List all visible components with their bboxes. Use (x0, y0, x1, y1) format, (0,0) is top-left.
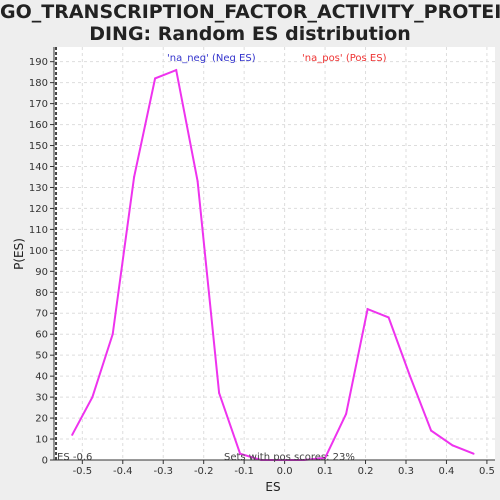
data-point (430, 429, 433, 432)
data-point (154, 77, 157, 80)
y-tick-label: 140 (29, 162, 48, 173)
x-axis-label: ES (265, 480, 280, 494)
x-axis-ticks: -0.5 -0.4 -0.3 -0.2 -0.1 0.0 0.1 0.2 0.3 0.4 0.5 (73, 460, 495, 477)
x-tick-label: -0.2 (194, 466, 214, 477)
es-marker-label: ES -0.6 (57, 452, 92, 463)
data-point (387, 316, 390, 319)
y-axis-label: P(ES) (12, 238, 26, 270)
grid-lines (54, 47, 495, 461)
x-tick-label: 0.5 (479, 466, 495, 477)
data-point (71, 433, 74, 436)
y-tick-label: 160 (29, 120, 48, 131)
data-point (133, 175, 136, 178)
data-point (111, 333, 114, 336)
data-point (239, 452, 242, 455)
plot-area (54, 47, 495, 460)
y-tick-label: 30 (35, 393, 48, 404)
data-point (218, 391, 221, 394)
data-point (324, 456, 327, 459)
y-tick-label: 60 (35, 330, 48, 341)
neg-es-label: 'na_neg' (Neg ES) (167, 53, 256, 64)
y-tick-label: 100 (29, 246, 48, 257)
y-tick-label: 150 (29, 141, 48, 152)
y-tick-label: 110 (29, 225, 48, 236)
y-tick-label: 70 (35, 309, 48, 320)
pos-es-label: 'na_pos' (Pos ES) (302, 53, 387, 64)
y-tick-label: 50 (35, 351, 48, 362)
y-tick-label: 40 (35, 372, 48, 383)
x-tick-label: -0.1 (234, 466, 254, 477)
y-tick-label: 180 (29, 78, 48, 89)
data-point (345, 412, 348, 415)
x-tick-label: -0.4 (113, 466, 133, 477)
y-tick-label: 170 (29, 99, 48, 110)
data-point (196, 180, 199, 183)
y-axis-ticks: 0 10 20 30 40 50 60 70 80 90 100 110 120 130 140 150 160… (29, 57, 54, 467)
x-tick-label: 0.1 (317, 466, 333, 477)
data-point (175, 69, 178, 72)
x-tick-label: -0.3 (153, 466, 173, 477)
data-point (91, 396, 94, 399)
data-point (366, 308, 369, 311)
data-point (451, 444, 454, 447)
x-tick-label: 0.3 (398, 466, 414, 477)
chart-title-line-1: GO_TRANSCRIPTION_FACTOR_ACTIVITY_PROTEIN… (0, 1, 500, 23)
data-point (472, 452, 475, 455)
x-tick-label: -0.5 (73, 466, 93, 477)
x-tick-label: 0.0 (277, 466, 293, 477)
y-tick-label: 80 (35, 288, 48, 299)
pos-scores-note: Sets with pos scores: 23% (224, 452, 355, 463)
y-tick-label: 0 (42, 456, 48, 467)
data-point (409, 375, 412, 378)
y-tick-label: 120 (29, 204, 48, 215)
y-tick-label: 130 (29, 183, 48, 194)
x-tick-label: 0.4 (438, 466, 454, 477)
x-tick-label: 0.2 (358, 466, 374, 477)
chart-title-line-2: DING: Random ES distribution (89, 23, 411, 45)
y-tick-label: 10 (35, 435, 48, 446)
y-tick-label: 20 (35, 414, 48, 425)
y-tick-label: 190 (29, 57, 48, 68)
y-tick-label: 90 (35, 267, 48, 278)
